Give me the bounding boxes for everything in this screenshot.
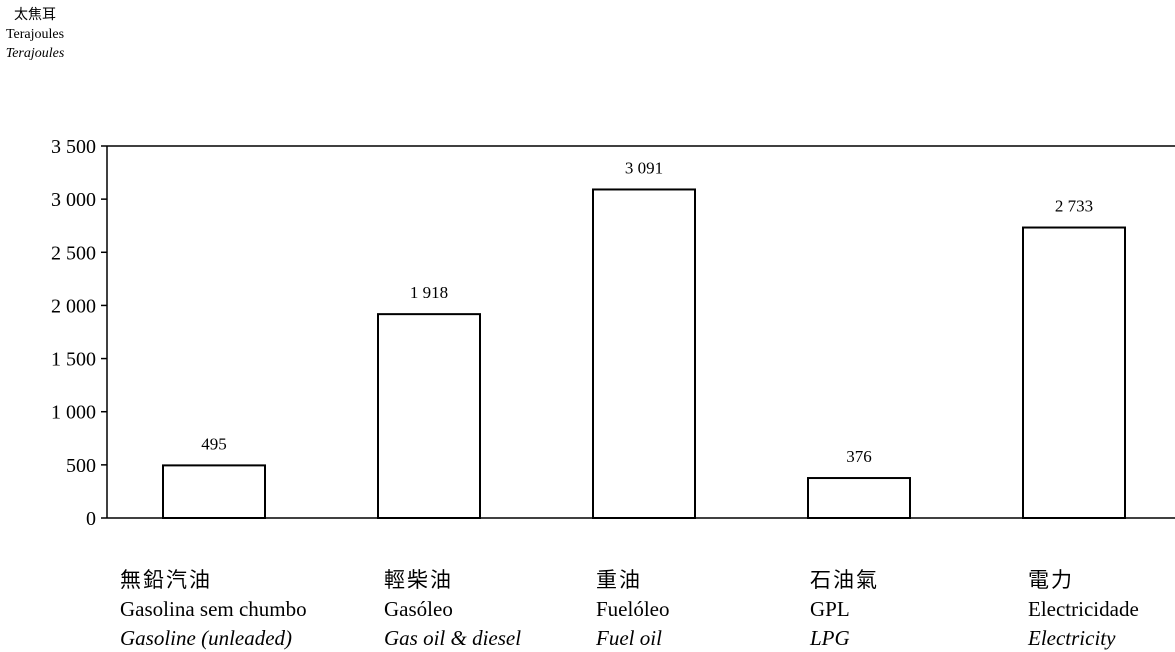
category-label-zh: 重油	[596, 568, 642, 592]
unit-label-pt: Terajoules	[5, 27, 65, 42]
category-label-pt: Fuelóleo	[596, 597, 670, 621]
category-label-pt: Electricidade	[1028, 597, 1139, 621]
unit-label-zh: 太焦耳	[14, 8, 56, 23]
category-label-en: Gas oil & diesel	[384, 626, 521, 650]
category-label-zh: 輕柴油	[384, 568, 453, 592]
category-label-en: Electricity	[1027, 626, 1116, 650]
y-tick-label: 0	[86, 508, 96, 530]
data-label: 2 733	[1055, 197, 1093, 216]
unit-label: 太焦耳 Terajoules Terajoules	[0, 6, 70, 63]
category-label-zh: 無鉛汽油	[120, 568, 212, 592]
category-label-en: LPG	[809, 626, 850, 650]
y-tick-label: 3 500	[51, 136, 96, 158]
y-tick-label: 1 000	[51, 402, 96, 424]
bar	[377, 313, 481, 520]
category-label-pt: GPL	[810, 597, 850, 621]
category-label-pt: Gasolina sem chumbo	[120, 597, 307, 621]
unit-label-en: Terajoules	[5, 46, 65, 61]
bar	[1022, 226, 1126, 519]
data-label: 3 091	[625, 158, 663, 177]
bar	[162, 464, 266, 520]
y-tick-label: 3 000	[51, 189, 96, 211]
y-tick-label: 2 000	[51, 295, 96, 317]
category-label-en: Fuel oil	[595, 626, 662, 650]
y-tick-label: 2 500	[51, 242, 96, 264]
y-tick-label: 500	[66, 455, 96, 477]
data-label: 495	[201, 434, 227, 453]
data-label: 376	[846, 447, 872, 466]
data-label: 1 918	[410, 283, 448, 302]
category-label-pt: Gasóleo	[384, 597, 453, 621]
bar	[592, 188, 696, 519]
category-label-zh: 電力	[1028, 568, 1074, 592]
bar	[807, 477, 911, 519]
y-tick-label: 1 500	[51, 349, 96, 371]
category-label-en: Gasoline (unleaded)	[120, 626, 292, 650]
category-label-zh: 石油氣	[810, 568, 879, 592]
